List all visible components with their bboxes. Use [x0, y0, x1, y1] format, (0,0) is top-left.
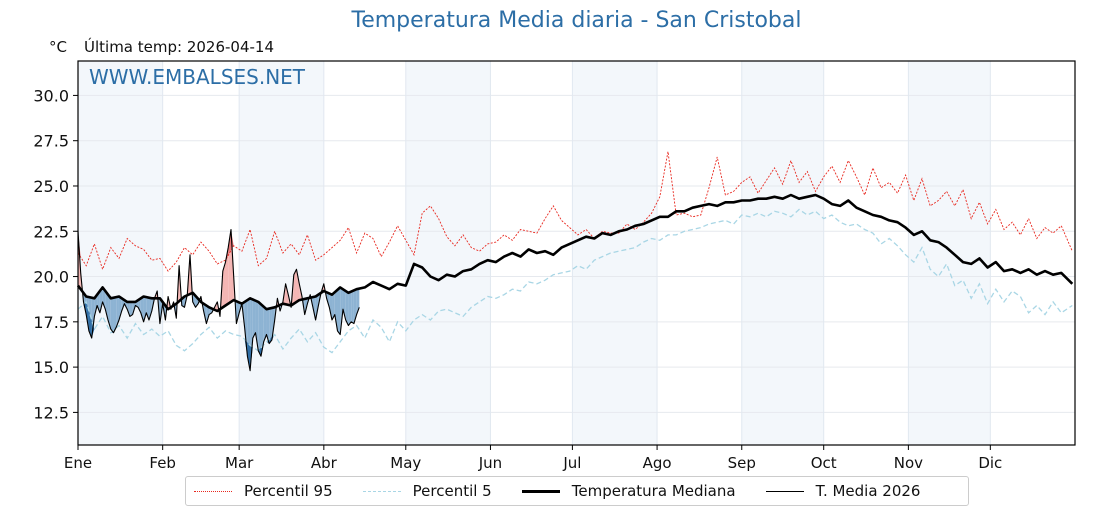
y-tick-label: 30.0 [33, 86, 69, 105]
y-tick-label: 20.0 [33, 268, 69, 287]
legend-swatch-p95 [194, 491, 232, 492]
legend-label: T. Media 2026 [816, 482, 921, 500]
x-tick-label: Nov [894, 454, 923, 472]
legend-label: Percentil 5 [413, 482, 492, 500]
x-tick-label: Jul [562, 454, 581, 472]
x-tick-label: Jun [478, 454, 502, 472]
y-tick-label: 12.5 [33, 403, 69, 422]
legend-item-p5: Percentil 5 [363, 482, 492, 500]
x-tick-label: Feb [149, 454, 176, 472]
x-tick-label: Dic [978, 454, 1002, 472]
fill-below-median [111, 298, 114, 333]
month-band [239, 61, 324, 445]
x-tick-label: Oct [811, 454, 837, 472]
fill-below-median [337, 287, 340, 334]
fill-below-median [258, 302, 261, 356]
y-tick-label: 17.5 [33, 313, 69, 332]
x-axis: Ene Feb Mar Abr May Jun Jul Ago Sep Oct Nov Dic [64, 445, 1002, 472]
legend-label: Temperatura Mediana [572, 482, 736, 500]
x-tick-label: Ene [64, 454, 92, 472]
x-tick-label: Mar [225, 454, 254, 472]
y-axis: 12.5 15.0 17.5 20.0 22.5 25.0 27.5 30.0 [33, 86, 78, 422]
x-tick-label: Ago [643, 454, 672, 472]
legend-swatch-t2026 [766, 491, 804, 492]
y-tick-label: 22.5 [33, 222, 69, 241]
month-band [742, 61, 824, 445]
legend-swatch-median [522, 490, 560, 493]
y-tick-label: 25.0 [33, 177, 69, 196]
month-band [572, 61, 657, 445]
fill-below-median [348, 292, 351, 326]
legend-label: Percentil 95 [244, 482, 333, 500]
legend-item-median: Temperatura Mediana [522, 482, 736, 500]
x-tick-label: May [390, 454, 421, 472]
y-tick-label: 27.5 [33, 132, 69, 151]
x-tick-label: Abr [311, 454, 338, 472]
legend-item-t2026: T. Media 2026 [766, 482, 921, 500]
x-tick-label: Sep [728, 454, 756, 472]
legend-swatch-p5 [363, 491, 401, 492]
month-band [908, 61, 990, 445]
month-band [406, 61, 491, 445]
watermark: WWW.EMBALSES.NET [89, 65, 306, 89]
y-tick-label: 15.0 [33, 358, 69, 377]
legend: Percentil 95 Percentil 5 Temperatura Med… [185, 476, 969, 506]
fill-below-median [351, 290, 354, 323]
legend-item-p95: Percentil 95 [194, 482, 333, 500]
